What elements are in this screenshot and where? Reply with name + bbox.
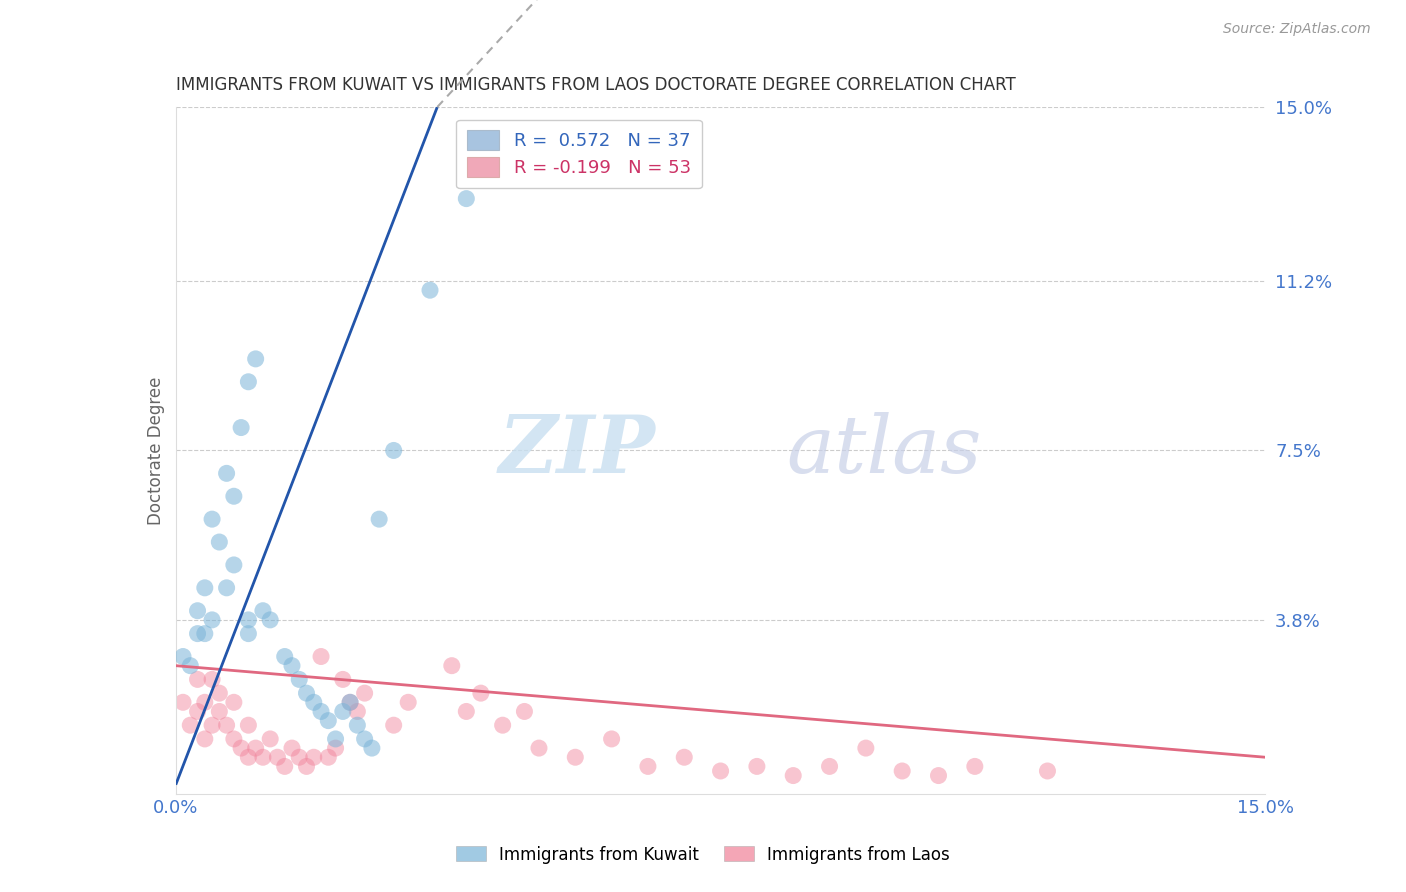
Point — [492, 718, 515, 732]
Point — [194, 695, 217, 709]
Point — [419, 283, 441, 297]
Point — [238, 718, 260, 732]
Point — [208, 535, 231, 549]
Point — [288, 673, 311, 687]
Point — [710, 764, 733, 778]
Point — [274, 759, 297, 773]
Point — [309, 705, 332, 719]
Text: ZIP: ZIP — [498, 412, 655, 489]
Point — [564, 750, 586, 764]
Point — [339, 695, 361, 709]
Point — [215, 718, 238, 732]
Point — [396, 695, 419, 709]
Point — [179, 718, 201, 732]
Point — [194, 626, 217, 640]
Point — [288, 750, 311, 764]
Point — [600, 731, 623, 746]
Point — [245, 741, 267, 756]
Point — [222, 558, 245, 572]
Point — [245, 351, 267, 366]
Point — [1036, 764, 1059, 778]
Point — [325, 731, 347, 746]
Point — [201, 673, 224, 687]
Point — [238, 613, 260, 627]
Point — [470, 686, 492, 700]
Point — [295, 759, 318, 773]
Point — [382, 443, 405, 458]
Point — [266, 750, 288, 764]
Point — [222, 489, 245, 503]
Point — [231, 420, 253, 434]
Point — [252, 604, 274, 618]
Point — [222, 731, 245, 746]
Point — [318, 750, 340, 764]
Point — [745, 759, 768, 773]
Point — [215, 581, 238, 595]
Point — [186, 626, 209, 640]
Point — [222, 695, 245, 709]
Point — [332, 673, 354, 687]
Point — [360, 741, 382, 756]
Text: Source: ZipAtlas.com: Source: ZipAtlas.com — [1223, 22, 1371, 37]
Y-axis label: Doctorate Degree: Doctorate Degree — [146, 376, 165, 524]
Point — [281, 741, 304, 756]
Point — [186, 705, 209, 719]
Point — [238, 626, 260, 640]
Point — [201, 718, 224, 732]
Point — [891, 764, 914, 778]
Point — [673, 750, 696, 764]
Point — [231, 741, 253, 756]
Point — [215, 467, 238, 481]
Point — [259, 731, 281, 746]
Text: IMMIGRANTS FROM KUWAIT VS IMMIGRANTS FROM LAOS DOCTORATE DEGREE CORRELATION CHAR: IMMIGRANTS FROM KUWAIT VS IMMIGRANTS FRO… — [176, 77, 1015, 95]
Point — [325, 741, 347, 756]
Point — [637, 759, 659, 773]
Point — [208, 705, 231, 719]
Point — [346, 718, 368, 732]
Point — [186, 604, 209, 618]
Point — [172, 695, 194, 709]
Point — [382, 718, 405, 732]
Point — [928, 768, 950, 782]
Legend: R =  0.572   N = 37, R = -0.199   N = 53: R = 0.572 N = 37, R = -0.199 N = 53 — [456, 120, 702, 188]
Point — [208, 686, 231, 700]
Point — [295, 686, 318, 700]
Point — [963, 759, 986, 773]
Point — [513, 705, 536, 719]
Point — [238, 375, 260, 389]
Point — [194, 731, 217, 746]
Point — [201, 613, 224, 627]
Point — [238, 750, 260, 764]
Point — [818, 759, 841, 773]
Point — [368, 512, 391, 526]
Point — [186, 673, 209, 687]
Point — [259, 613, 281, 627]
Text: atlas: atlas — [786, 412, 981, 489]
Point — [346, 705, 368, 719]
Point — [201, 512, 224, 526]
Point — [855, 741, 877, 756]
Point — [440, 658, 463, 673]
Point — [274, 649, 297, 664]
Point — [456, 705, 478, 719]
Point — [309, 649, 332, 664]
Point — [281, 658, 304, 673]
Point — [302, 750, 325, 764]
Point — [353, 686, 375, 700]
Point — [339, 695, 361, 709]
Point — [527, 741, 550, 756]
Point — [782, 768, 804, 782]
Point — [353, 731, 375, 746]
Point — [318, 714, 340, 728]
Point — [194, 581, 217, 595]
Legend: Immigrants from Kuwait, Immigrants from Laos: Immigrants from Kuwait, Immigrants from … — [449, 839, 957, 871]
Point — [456, 192, 478, 206]
Point — [179, 658, 201, 673]
Point — [302, 695, 325, 709]
Point — [332, 705, 354, 719]
Point — [172, 649, 194, 664]
Point — [252, 750, 274, 764]
